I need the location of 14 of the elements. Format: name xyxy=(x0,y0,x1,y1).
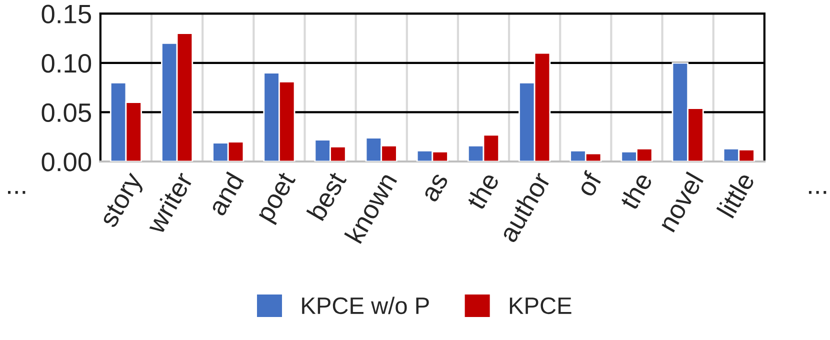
x-tick-label: as xyxy=(423,173,449,203)
text: ... xyxy=(808,191,826,194)
y-tick-label: 0.15 xyxy=(42,4,91,24)
text: ... xyxy=(8,191,26,194)
y-tick-label: 0.05 xyxy=(42,103,91,122)
x-tick-label: the xyxy=(618,170,653,211)
x-tick-label: little xyxy=(716,170,756,219)
x-tick-label: of xyxy=(575,170,602,198)
x-tick-label: the xyxy=(465,170,500,211)
legend-label: KPCE xyxy=(510,297,572,314)
y-tick-label: 0.10 xyxy=(42,54,92,73)
legend-label: KPCE w/o P xyxy=(302,296,429,314)
y-tick-label: 0.00 xyxy=(42,152,92,172)
x-tick-label: and xyxy=(206,171,244,217)
